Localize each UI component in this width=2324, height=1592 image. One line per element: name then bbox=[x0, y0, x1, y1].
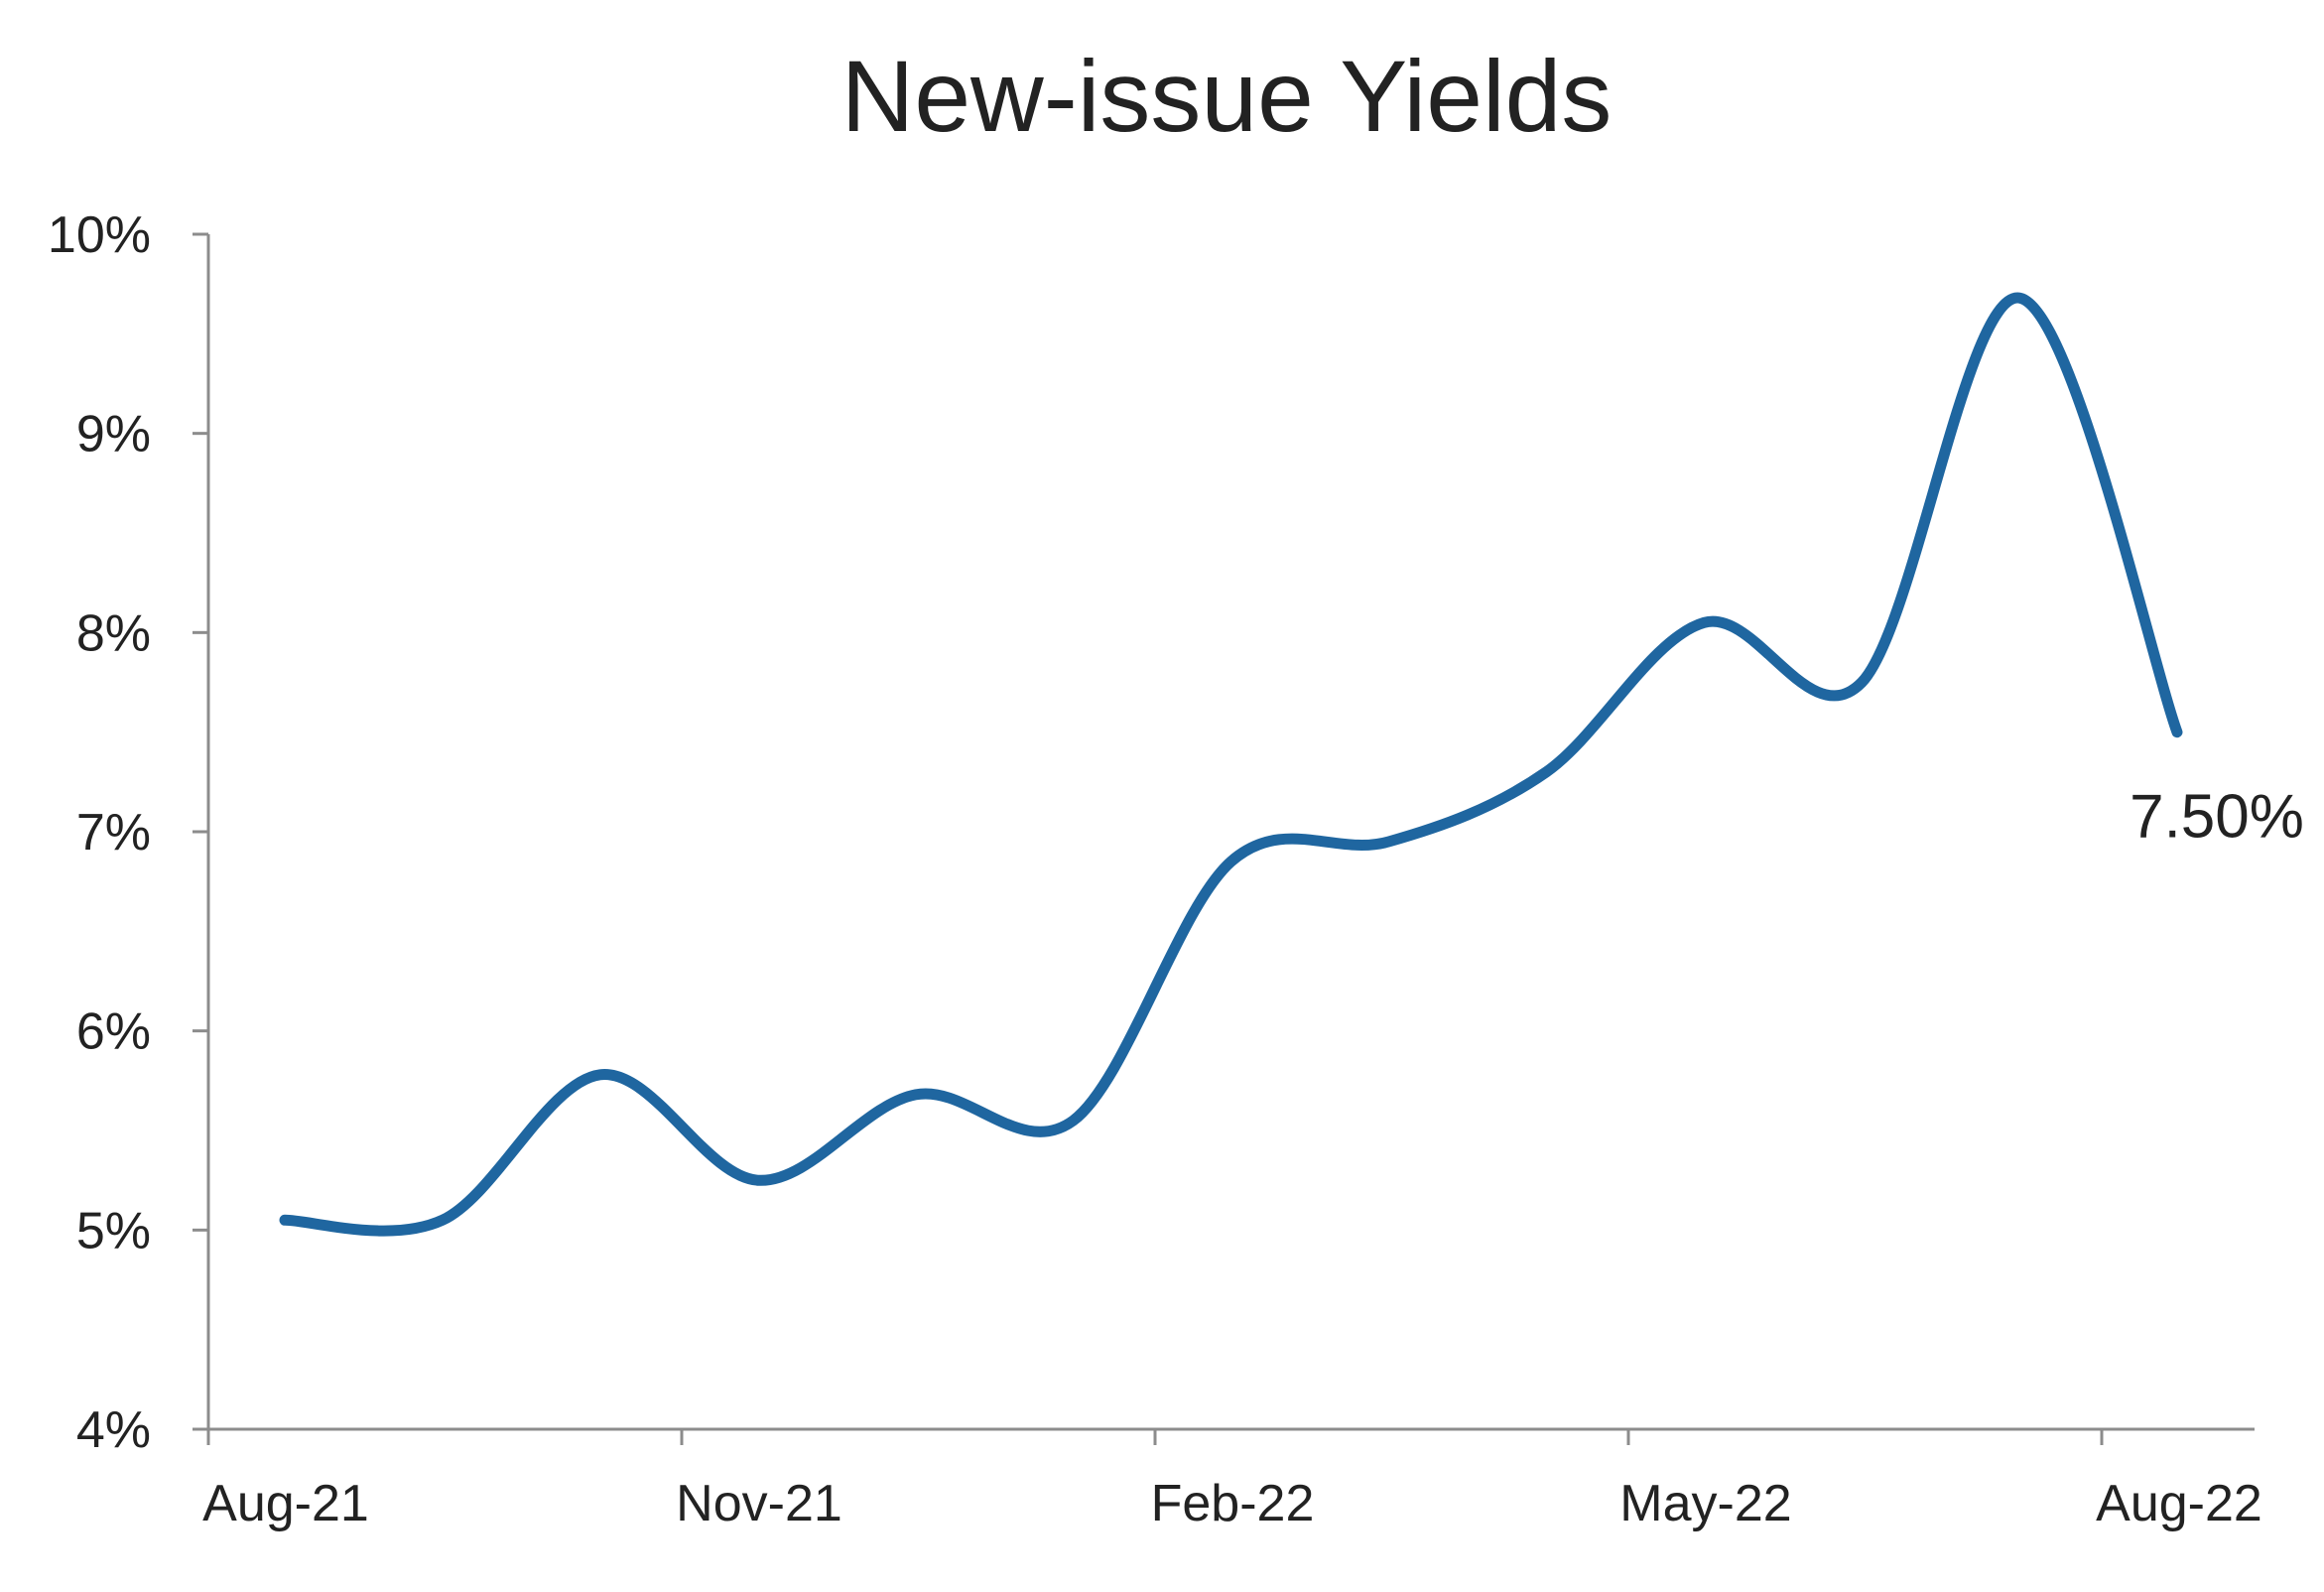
y-tick-label: 6% bbox=[76, 1003, 151, 1061]
y-tick-label: 8% bbox=[76, 604, 151, 662]
y-tick-label: 7% bbox=[76, 804, 151, 862]
annotation-group: 7.50% bbox=[2130, 783, 2304, 852]
x-tick-label: Aug-22 bbox=[2096, 1475, 2262, 1532]
series-group bbox=[279, 292, 2183, 1237]
x-tick-label: May-22 bbox=[1619, 1475, 1791, 1532]
x-tick-label: Aug-21 bbox=[202, 1475, 369, 1532]
y-axis: 10% 9% 8% 7% 6% 5% 4% bbox=[48, 206, 210, 1459]
y-tick-label: 5% bbox=[76, 1202, 151, 1260]
chart-title: New-issue Yields bbox=[841, 40, 1613, 153]
y-tick-label: 9% bbox=[76, 406, 151, 464]
data-label: 7.50% bbox=[2130, 783, 2304, 852]
x-tick-label: Nov-21 bbox=[676, 1475, 842, 1532]
y-tick-label: 4% bbox=[76, 1401, 151, 1459]
y-tick-label: 10% bbox=[48, 206, 151, 264]
x-axis: Aug-21 Nov-21 Feb-22 May-22 Aug-22 bbox=[202, 1427, 2262, 1532]
x-tick-label: Feb-22 bbox=[1151, 1475, 1315, 1532]
series-line bbox=[279, 292, 2183, 1237]
